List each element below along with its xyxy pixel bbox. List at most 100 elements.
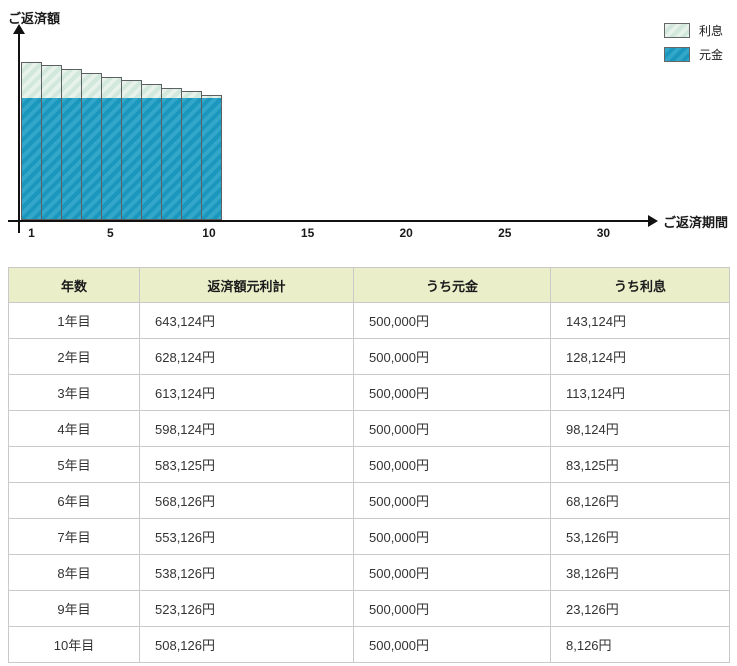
bar-principal-segment [62, 97, 81, 219]
bar-interest-segment [162, 89, 181, 98]
principal-cell: 500,000円 [353, 410, 551, 447]
principal-cell: 500,000円 [353, 446, 551, 483]
bar-principal-segment [82, 97, 101, 219]
bar-interest-segment [22, 63, 41, 98]
bar-year-9 [181, 91, 202, 220]
principal-cell: 500,000円 [353, 374, 551, 411]
year-cell: 10年目 [8, 626, 140, 663]
interest-cell: 143,124円 [550, 302, 730, 339]
bar-year-1 [21, 62, 42, 220]
bar-interest-segment [82, 74, 101, 98]
legend-label-interest: 利息 [698, 24, 723, 38]
bar-year-7 [141, 84, 162, 220]
bar-principal-segment [122, 97, 141, 219]
table-row: 6年目 568,126円 500,000円 68,126円 [8, 482, 730, 519]
legend-label-principal: 元金 [698, 48, 723, 62]
total-payment-cell: 613,124円 [139, 374, 354, 411]
table-row: 2年目 628,124円 500,000円 128,124円 [8, 338, 730, 375]
interest-cell: 98,124円 [550, 410, 730, 447]
total-payment-cell: 508,126円 [139, 626, 354, 663]
principal-swatch-icon [663, 47, 690, 62]
legend-item-principal: 元金 [663, 46, 723, 63]
bar-interest-segment [202, 96, 221, 98]
bar-interest-segment [122, 81, 141, 98]
principal-cell: 500,000円 [353, 518, 551, 555]
table-row: 5年目 583,125円 500,000円 83,125円 [8, 446, 730, 483]
x-tick-25: 25 [498, 226, 512, 240]
bar-principal-segment [162, 97, 181, 219]
legend-item-interest: 利息 [663, 22, 723, 39]
bar-year-5 [101, 77, 122, 220]
total-payment-cell: 628,124円 [139, 338, 354, 375]
total-payment-cell: 643,124円 [139, 302, 354, 339]
x-axis-line [8, 220, 650, 222]
total-payment-cell: 568,126円 [139, 482, 354, 519]
bar-year-2 [41, 65, 62, 220]
x-tick-15: 15 [300, 226, 315, 240]
bar-interest-segment [182, 92, 201, 98]
year-cell: 1年目 [8, 302, 140, 339]
x-axis-label: ご返済期間 [663, 215, 729, 230]
bar-interest-segment [102, 78, 121, 98]
total-payment-cell: 598,124円 [139, 410, 354, 447]
year-cell: 5年目 [8, 446, 140, 483]
header-years: 年数 [8, 267, 140, 303]
y-axis-line [18, 33, 20, 233]
interest-cell: 113,124円 [550, 374, 730, 411]
table-row: 9年目 523,126円 500,000円 23,126円 [8, 590, 730, 627]
chart-legend: 利息 元金 [663, 22, 723, 63]
x-tick-10: 10 [202, 226, 216, 240]
table-row: 8年目 538,126円 500,000円 38,126円 [8, 554, 730, 591]
total-payment-cell: 583,125円 [139, 446, 354, 483]
table-row: 1年目 643,124円 500,000円 143,124円 [8, 302, 730, 339]
repayment-chart: ご返済額 ご返済期間 1 5 10 15 20 25 30 利息 元金 [0, 0, 737, 255]
principal-cell: 500,000円 [353, 302, 551, 339]
interest-cell: 53,126円 [550, 518, 730, 555]
x-tick-30: 30 [596, 226, 611, 240]
bar-principal-segment [182, 97, 201, 219]
table-header-row: 年数 返済額元利計 うち元金 うち利息 [8, 267, 730, 303]
bar-principal-segment [42, 97, 61, 219]
principal-cell: 500,000円 [353, 554, 551, 591]
year-cell: 9年目 [8, 590, 140, 627]
repayment-table: 年数 返済額元利計 うち元金 うち利息 1年目 643,124円 500,000円 1… [8, 267, 730, 663]
y-axis-arrow-icon [13, 24, 25, 34]
table-row: 7年目 553,126円 500,000円 53,126円 [8, 518, 730, 555]
bar-interest-segment [142, 85, 161, 98]
bar-interest-segment [42, 66, 61, 98]
interest-cell: 128,124円 [550, 338, 730, 375]
bar-year-10 [201, 95, 222, 220]
bar-year-8 [161, 88, 182, 220]
x-tick-20: 20 [399, 226, 413, 240]
x-tick-5: 5 [107, 226, 114, 240]
table-row: 10年目 508,126円 500,000円 8,126円 [8, 626, 730, 663]
principal-cell: 500,000円 [353, 482, 551, 519]
x-axis-arrow-icon [648, 215, 658, 227]
year-cell: 6年目 [8, 482, 140, 519]
table-row: 3年目 613,124円 500,000円 113,124円 [8, 374, 730, 411]
bar-principal-segment [202, 97, 221, 219]
total-payment-cell: 553,126円 [139, 518, 354, 555]
bar-interest-segment [62, 70, 81, 98]
year-cell: 3年目 [8, 374, 140, 411]
bar-principal-segment [142, 97, 161, 219]
interest-cell: 38,126円 [550, 554, 730, 591]
interest-cell: 8,126円 [550, 626, 730, 663]
year-cell: 4年目 [8, 410, 140, 447]
x-tick-1: 1 [28, 226, 35, 240]
principal-cell: 500,000円 [353, 626, 551, 663]
header-total-payment: 返済額元利計 [139, 267, 354, 303]
total-payment-cell: 538,126円 [139, 554, 354, 591]
interest-cell: 68,126円 [550, 482, 730, 519]
header-principal: うち元金 [353, 267, 551, 303]
bar-year-4 [81, 73, 102, 220]
y-axis-label: ご返済額 [8, 11, 61, 26]
interest-cell: 83,125円 [550, 446, 730, 483]
interest-cell: 23,126円 [550, 590, 730, 627]
year-cell: 8年目 [8, 554, 140, 591]
table-row: 4年目 598,124円 500,000円 98,124円 [8, 410, 730, 447]
bar-year-3 [61, 69, 82, 220]
year-cell: 7年目 [8, 518, 140, 555]
bar-principal-segment [102, 97, 121, 219]
bar-year-6 [121, 80, 142, 220]
